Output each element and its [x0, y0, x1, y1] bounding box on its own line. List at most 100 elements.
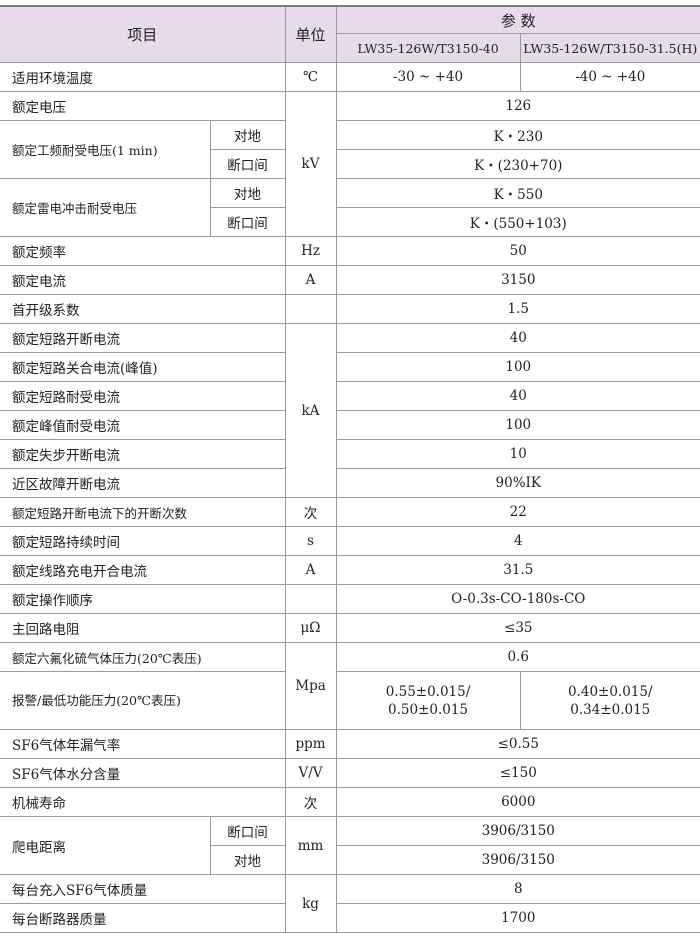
table-row: 额定短路开断电流下的开断次数次 22: [0, 497, 700, 527]
header-item: 项目: [0, 5, 286, 63]
item-label: 额定工频耐受电压(1 min): [0, 120, 211, 179]
value-cell: 40: [335, 323, 700, 353]
value-cell: 0.6: [335, 642, 700, 672]
item-label: 额定电流: [0, 265, 286, 295]
item-label: 近区故障开断电流: [0, 468, 286, 498]
item-label: 额定频率: [0, 236, 286, 266]
value-cell: 3906/3150: [335, 845, 700, 875]
table-row: 额定操作顺序 O-0.3s-CO-180s-CO: [0, 584, 700, 614]
value-cell: 50: [335, 236, 700, 266]
header-model-a: LW35-126W/T3150-40: [336, 33, 521, 63]
unit-cell: A: [284, 265, 337, 295]
table-row: 额定电压 kV 126: [0, 91, 700, 237]
unit-cell: ppm: [284, 729, 337, 759]
unit-cell: 次: [284, 787, 337, 817]
item-label: 额定六氟化硫气体压力(20℃表压): [0, 642, 286, 672]
table-row: 额定频率 Hz 50: [0, 236, 700, 266]
value-cell: 100: [335, 352, 700, 382]
value-cell: 8: [335, 874, 700, 904]
value-cell: O-0.3s-CO-180s-CO: [335, 584, 700, 614]
value-cell: ≤150: [335, 758, 700, 788]
item-label: 每台断路器质量: [0, 903, 286, 933]
table-row: SF6气体年漏气率 ppm ≤0.55: [0, 729, 700, 759]
table-row: 额定电流 A 3150: [0, 265, 700, 295]
table-row: 额定短路持续时间 s 4: [0, 526, 700, 556]
table-row: SF6气体水分含量 V/V ≤150: [0, 758, 700, 788]
value-cell: 10: [335, 439, 700, 469]
item-label: 首开级系数: [0, 294, 286, 324]
value-cell: 100: [335, 410, 700, 440]
item-label: 额定电压: [0, 91, 286, 121]
item-label: SF6气体年漏气率: [0, 729, 286, 759]
value-cell: 90%IK: [335, 468, 700, 498]
item-label: 额定短路持续时间: [0, 526, 286, 556]
table-row: 额定峰值耐受电流 100: [0, 410, 700, 440]
sub-item-label: 断口间: [209, 816, 286, 846]
table-row: 额定线路充电开合电流 A 31.5: [0, 555, 700, 585]
value-cell: 4: [335, 526, 700, 556]
value-model-b: -40 ~ +40: [519, 62, 700, 92]
value-cell: K・230: [335, 120, 700, 150]
sub-item-label: 对地: [210, 845, 286, 875]
table-row: 额定工频耐受电压(1 min) 对地 K・230: [0, 120, 700, 179]
item-label: 爬电距离: [0, 816, 211, 875]
sub-item-label: 对地: [209, 178, 286, 208]
value-cell: 1700: [335, 903, 700, 933]
item-label: 额定雷电冲击耐受电压: [0, 178, 211, 237]
value-cell: 40: [335, 381, 700, 411]
unit-cell: μΩ: [284, 613, 337, 643]
unit-cell: V/V: [284, 758, 337, 788]
item-label: SF6气体水分含量: [0, 758, 286, 788]
table-row: 额定雷电冲击耐受电压 对地 K・550: [0, 178, 700, 237]
table-row: 适用环境温度 ℃ -30 ~ +40 -40 ~ +40: [0, 62, 700, 92]
item-label: 额定短路开断电流: [0, 323, 286, 353]
table-row: 额定短路耐受电流 40: [0, 381, 700, 411]
value-model-a: 0.55±0.015/ 0.50±0.015: [335, 671, 521, 730]
table-row: 近区故障开断电流 90%IK: [0, 468, 700, 498]
header-unit: 单位: [284, 5, 337, 63]
unit-cell: A: [284, 555, 337, 585]
item-label: 报警/最低功能压力(20℃表压): [0, 671, 286, 730]
item-label: 额定线路充电开合电流: [0, 555, 286, 585]
table-row: 首开级系数 1.5: [0, 294, 700, 324]
spec-table: 项目 单位 参 数 LW35-126W/T3150-40 LW35-126W/T…: [0, 5, 700, 933]
unit-cell: Hz: [284, 236, 337, 266]
value-cell: 1.5: [335, 294, 700, 324]
header-params: 参 数: [335, 5, 700, 34]
table-row: 额定六氟化硫气体压力(20℃表压) Mpa 0.6: [0, 642, 700, 730]
item-label: 适用环境温度: [0, 62, 286, 92]
unit-cell: kV: [284, 91, 337, 237]
header-model-b: LW35-126W/T3150-31.5(H): [519, 33, 700, 63]
value-cell: K・(550+103): [335, 207, 700, 237]
unit-cell: [284, 294, 337, 324]
value-model-b: 0.40±0.015/ 0.34±0.015: [519, 671, 700, 730]
unit-cell: Mpa: [284, 642, 337, 730]
item-label: 机械寿命: [0, 787, 286, 817]
item-label: 每台充入SF6气体质量: [0, 874, 286, 904]
table-row: 每台断路器质量 1700: [0, 903, 700, 933]
unit-cell: kA: [284, 323, 337, 498]
value-cell: 3150: [335, 265, 700, 295]
unit-cell: ℃: [284, 62, 337, 92]
item-label: 额定短路关合电流(峰值): [0, 352, 286, 382]
table-row: 每台充入SF6气体质量 kg 8: [0, 874, 700, 933]
table-row: 额定失步开断电流 10: [0, 439, 700, 469]
item-label: 额定短路耐受电流: [0, 381, 286, 411]
value-cell: 22: [335, 497, 700, 527]
unit-cell: kg: [284, 874, 337, 933]
unit-cell: 次: [284, 497, 337, 527]
table-row: 额定短路开断电流 kA 40: [0, 323, 700, 498]
sub-item-label: 断口间: [210, 149, 286, 179]
item-label: 主回路电阻: [0, 613, 286, 643]
value-cell: 126: [335, 91, 700, 121]
value-cell: K・550: [335, 178, 700, 208]
unit-cell: s: [284, 526, 337, 556]
table-row: 机械寿命次 6000: [0, 787, 700, 817]
item-label: 额定峰值耐受电流: [0, 410, 286, 440]
sub-item-label: 断口间: [210, 207, 286, 237]
table-row: 主回路电阻 μΩ ≤35: [0, 613, 700, 643]
value-cell: 31.5: [335, 555, 700, 585]
unit-cell: mm: [284, 816, 337, 875]
value-model-a: -30 ~ +40: [335, 62, 521, 92]
table-row: 爬电距离 断口间 mm 3906/3150: [0, 816, 700, 875]
